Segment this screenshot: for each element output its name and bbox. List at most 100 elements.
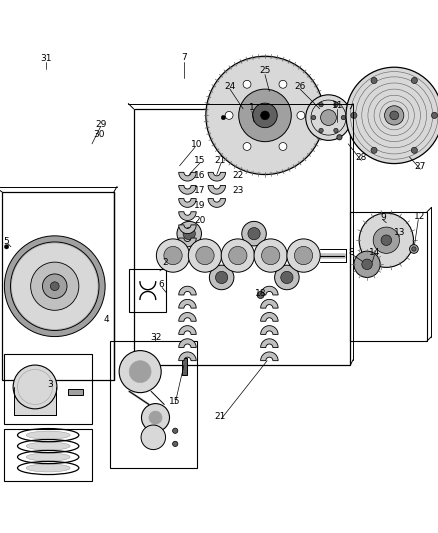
Bar: [68, 389, 83, 395]
Polygon shape: [261, 286, 278, 295]
Polygon shape: [179, 212, 196, 221]
Polygon shape: [261, 339, 278, 348]
Text: 5: 5: [4, 237, 10, 246]
Text: 4: 4: [103, 316, 109, 325]
Bar: [129, 269, 166, 312]
Text: 24: 24: [224, 82, 235, 91]
Circle shape: [390, 111, 399, 120]
Circle shape: [341, 115, 346, 120]
Text: 12: 12: [413, 212, 425, 221]
Circle shape: [354, 251, 380, 278]
Circle shape: [239, 89, 291, 142]
Text: 18: 18: [255, 289, 267, 298]
Text: 15: 15: [194, 156, 205, 165]
Text: 31: 31: [40, 54, 52, 63]
Circle shape: [311, 115, 316, 120]
Bar: [4, 429, 92, 481]
Circle shape: [206, 56, 324, 174]
Text: 15: 15: [169, 397, 180, 406]
Polygon shape: [179, 238, 196, 247]
Circle shape: [371, 77, 377, 84]
Polygon shape: [208, 172, 226, 181]
Polygon shape: [179, 326, 196, 334]
Circle shape: [373, 227, 399, 253]
Ellipse shape: [26, 453, 70, 461]
Circle shape: [257, 292, 264, 298]
Bar: [134, 109, 350, 365]
Circle shape: [346, 67, 438, 164]
Text: 26: 26: [294, 82, 306, 91]
Polygon shape: [208, 199, 226, 207]
Text: 21: 21: [215, 412, 226, 421]
Circle shape: [412, 247, 416, 251]
Text: 2: 2: [163, 258, 168, 267]
Circle shape: [351, 112, 357, 118]
Text: 8: 8: [348, 248, 354, 257]
Text: 32: 32: [150, 333, 161, 342]
Ellipse shape: [26, 442, 70, 450]
Text: 28: 28: [356, 154, 367, 163]
Circle shape: [306, 95, 351, 140]
Bar: [110, 341, 197, 468]
Circle shape: [209, 265, 234, 290]
Circle shape: [321, 110, 336, 125]
Circle shape: [385, 106, 404, 125]
Bar: [350, 212, 427, 341]
Circle shape: [183, 228, 195, 240]
Polygon shape: [179, 225, 196, 233]
Circle shape: [371, 147, 377, 154]
Circle shape: [188, 239, 222, 272]
Circle shape: [243, 80, 251, 88]
Circle shape: [261, 111, 269, 120]
Circle shape: [9, 240, 101, 332]
Circle shape: [411, 147, 417, 154]
Circle shape: [229, 246, 247, 265]
Polygon shape: [179, 172, 196, 181]
Circle shape: [254, 239, 287, 272]
Circle shape: [381, 235, 392, 246]
Text: 10: 10: [191, 140, 202, 149]
Circle shape: [319, 102, 323, 107]
Polygon shape: [179, 312, 196, 321]
Bar: [14, 387, 56, 415]
Circle shape: [149, 411, 162, 424]
Circle shape: [297, 111, 305, 119]
Circle shape: [248, 228, 260, 240]
Circle shape: [334, 128, 338, 133]
Circle shape: [225, 111, 233, 119]
Text: 9: 9: [380, 213, 386, 222]
Text: 3: 3: [47, 380, 53, 389]
Circle shape: [215, 271, 228, 284]
Circle shape: [141, 425, 166, 449]
Text: 1: 1: [248, 102, 254, 111]
Text: 17: 17: [194, 186, 205, 195]
Text: 30: 30: [93, 130, 104, 139]
Circle shape: [281, 271, 293, 284]
Text: 19: 19: [194, 201, 205, 209]
Polygon shape: [179, 352, 196, 361]
Circle shape: [31, 262, 79, 310]
Bar: [4, 354, 92, 424]
Circle shape: [275, 265, 299, 290]
Bar: [182, 359, 187, 375]
Text: 11: 11: [332, 101, 343, 110]
Circle shape: [42, 274, 67, 298]
Ellipse shape: [26, 464, 70, 472]
Circle shape: [337, 135, 342, 140]
Circle shape: [119, 351, 161, 393]
Circle shape: [359, 213, 413, 268]
Circle shape: [156, 239, 190, 272]
Text: 14: 14: [369, 248, 380, 257]
Circle shape: [129, 361, 151, 383]
Circle shape: [177, 221, 201, 246]
Circle shape: [253, 103, 277, 128]
Circle shape: [279, 80, 287, 88]
Polygon shape: [179, 339, 196, 348]
Circle shape: [334, 102, 338, 107]
Circle shape: [411, 77, 417, 84]
Polygon shape: [208, 185, 226, 194]
Text: 13: 13: [394, 228, 405, 237]
Circle shape: [319, 128, 323, 133]
Circle shape: [173, 441, 178, 447]
Circle shape: [362, 259, 372, 270]
